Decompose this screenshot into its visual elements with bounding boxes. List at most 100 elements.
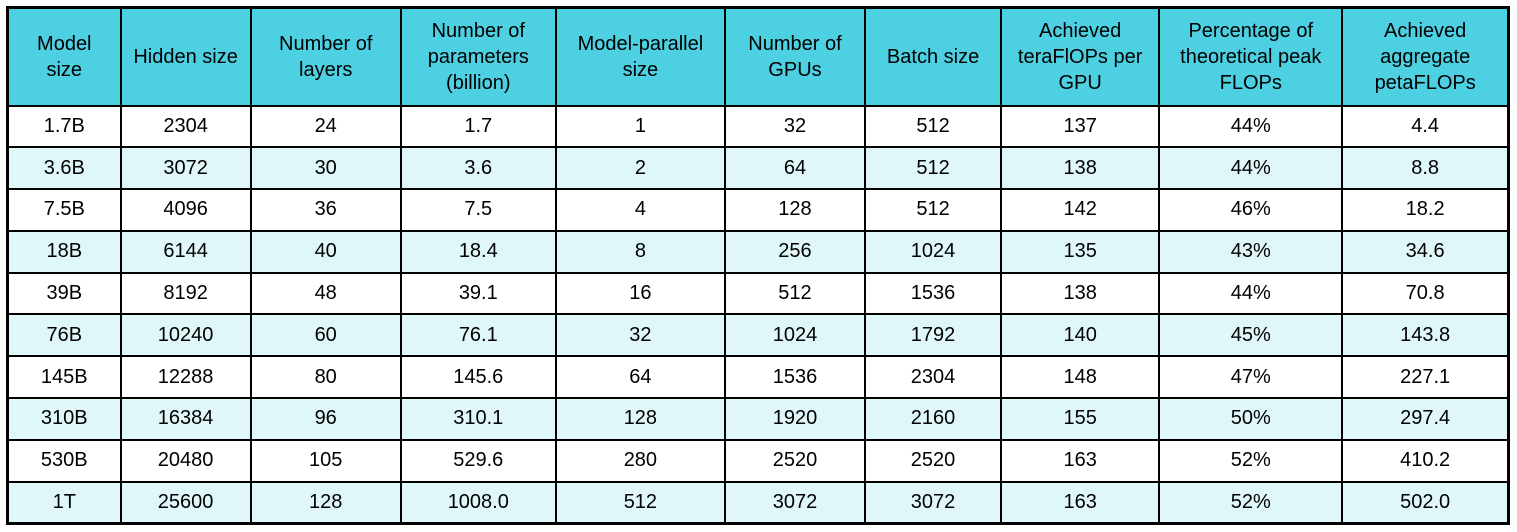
table-cell: 163: [1000, 480, 1161, 525]
table-cell: 1792: [864, 313, 1003, 358]
table-cell: 48: [249, 271, 402, 316]
table-cell: 3072: [864, 480, 1003, 525]
table-cell: 8.8: [1341, 146, 1510, 191]
table-cell: 1.7B: [6, 104, 122, 149]
table-cell: 1.7: [399, 104, 557, 149]
table-cell: 105: [249, 438, 402, 483]
table-cell: 2520: [723, 438, 867, 483]
column-header-model-parallel-size: Model-parallel size: [554, 6, 726, 107]
table-cell: 2: [554, 146, 726, 191]
table-cell: 512: [723, 271, 867, 316]
table-cell: 60: [249, 313, 402, 358]
column-header-model-size: Model size: [6, 6, 122, 107]
table-cell: 52%: [1158, 438, 1344, 483]
table-cell: 24: [249, 104, 402, 149]
table-cell: 227.1: [1341, 355, 1510, 400]
table-cell: 137: [1000, 104, 1161, 149]
table-cell: 47%: [1158, 355, 1344, 400]
table-cell: 3.6B: [6, 146, 122, 191]
table-cell: 280: [554, 438, 726, 483]
table-cell: 12288: [119, 355, 252, 400]
table-cell: 138: [1000, 146, 1161, 191]
table-cell: 36: [249, 188, 402, 232]
table-cell: 2304: [864, 355, 1003, 400]
table-cell: 46%: [1158, 188, 1344, 232]
table-cell: 32: [723, 104, 867, 149]
table-header: Model size Hidden size Number of layers …: [6, 6, 1510, 107]
table-cell: 3072: [723, 480, 867, 525]
table-row: 76B 10240 60 76.1 32 1024 1792 140 45% 143.8: [6, 313, 1510, 358]
table-cell: 6144: [119, 229, 252, 274]
table-cell: 7.5B: [6, 188, 122, 232]
table-cell: 2520: [864, 438, 1003, 483]
table-cell: 1008.0: [399, 480, 557, 525]
table-cell: 25600: [119, 480, 252, 525]
header-row: Model size Hidden size Number of layers …: [6, 6, 1510, 107]
table-cell: 52%: [1158, 480, 1344, 525]
table-cell: 30: [249, 146, 402, 191]
table-row: 3.6B 3072 30 3.6 2 64 512 138 44% 8.8: [6, 146, 1510, 191]
column-header-peak-flops-percentage: Percentage of theoretical peak FLOPs: [1158, 6, 1344, 107]
table-cell: 18.4: [399, 229, 557, 274]
table-cell: 163: [1000, 438, 1161, 483]
table-cell: 1024: [723, 313, 867, 358]
table-cell: 39B: [6, 271, 122, 316]
table-row: 1.7B 2304 24 1.7 1 32 512 137 44% 4.4: [6, 104, 1510, 149]
column-header-num-parameters: Number of parameters (billion): [399, 6, 557, 107]
table-cell: 502.0: [1341, 480, 1510, 525]
table-cell: 10240: [119, 313, 252, 358]
table-cell: 138: [1000, 271, 1161, 316]
table-cell: 4.4: [1341, 104, 1510, 149]
column-header-teraflops-per-gpu: Achieved teraFlOPs per GPU: [1000, 6, 1161, 107]
table-cell: 44%: [1158, 271, 1344, 316]
table-cell: 44%: [1158, 104, 1344, 149]
table-cell: 18B: [6, 229, 122, 274]
table-cell: 76.1: [399, 313, 557, 358]
table-row: 530B 20480 105 529.6 280 2520 2520 163 52% 410.2: [6, 438, 1510, 483]
table-cell: 529.6: [399, 438, 557, 483]
table-cell: 8192: [119, 271, 252, 316]
table-cell: 143.8: [1341, 313, 1510, 358]
table-cell: 410.2: [1341, 438, 1510, 483]
table-cell: 2160: [864, 397, 1003, 441]
table-cell: 155: [1000, 397, 1161, 441]
table-cell: 140: [1000, 313, 1161, 358]
table-cell: 64: [723, 146, 867, 191]
table-cell: 2304: [119, 104, 252, 149]
column-header-num-gpus: Number of GPUs: [723, 6, 867, 107]
table-cell: 70.8: [1341, 271, 1510, 316]
table-cell: 142: [1000, 188, 1161, 232]
table-cell: 3072: [119, 146, 252, 191]
table-cell: 40: [249, 229, 402, 274]
table-cell: 34.6: [1341, 229, 1510, 274]
table-cell: 148: [1000, 355, 1161, 400]
table-cell: 32: [554, 313, 726, 358]
table-cell: 39.1: [399, 271, 557, 316]
table-cell: 4096: [119, 188, 252, 232]
table-cell: 1536: [864, 271, 1003, 316]
table-cell: 128: [554, 397, 726, 441]
column-header-aggregate-petaflops: Achieved aggregate petaFLOPs: [1341, 6, 1510, 107]
table-row: 1T 25600 128 1008.0 512 3072 3072 163 52% 502.0: [6, 480, 1510, 525]
table-row: 145B 12288 80 145.6 64 1536 2304 148 47% 227.1: [6, 355, 1510, 400]
table-cell: 1T: [6, 480, 122, 525]
table-cell: 1920: [723, 397, 867, 441]
column-header-batch-size: Batch size: [864, 6, 1003, 107]
table-cell: 512: [864, 146, 1003, 191]
model-scaling-table: Model size Hidden size Number of layers …: [6, 6, 1510, 525]
table-row: 18B 6144 40 18.4 8 256 1024 135 43% 34.6: [6, 229, 1510, 274]
table-cell: 44%: [1158, 146, 1344, 191]
table-cell: 50%: [1158, 397, 1344, 441]
table-cell: 8: [554, 229, 726, 274]
table-cell: 256: [723, 229, 867, 274]
table-cell: 135: [1000, 229, 1161, 274]
table-cell: 64: [554, 355, 726, 400]
table-cell: 3.6: [399, 146, 557, 191]
table-cell: 76B: [6, 313, 122, 358]
table-cell: 80: [249, 355, 402, 400]
table-cell: 1024: [864, 229, 1003, 274]
table-cell: 145B: [6, 355, 122, 400]
table-cell: 16384: [119, 397, 252, 441]
table-cell: 1: [554, 104, 726, 149]
table-cell: 7.5: [399, 188, 557, 232]
